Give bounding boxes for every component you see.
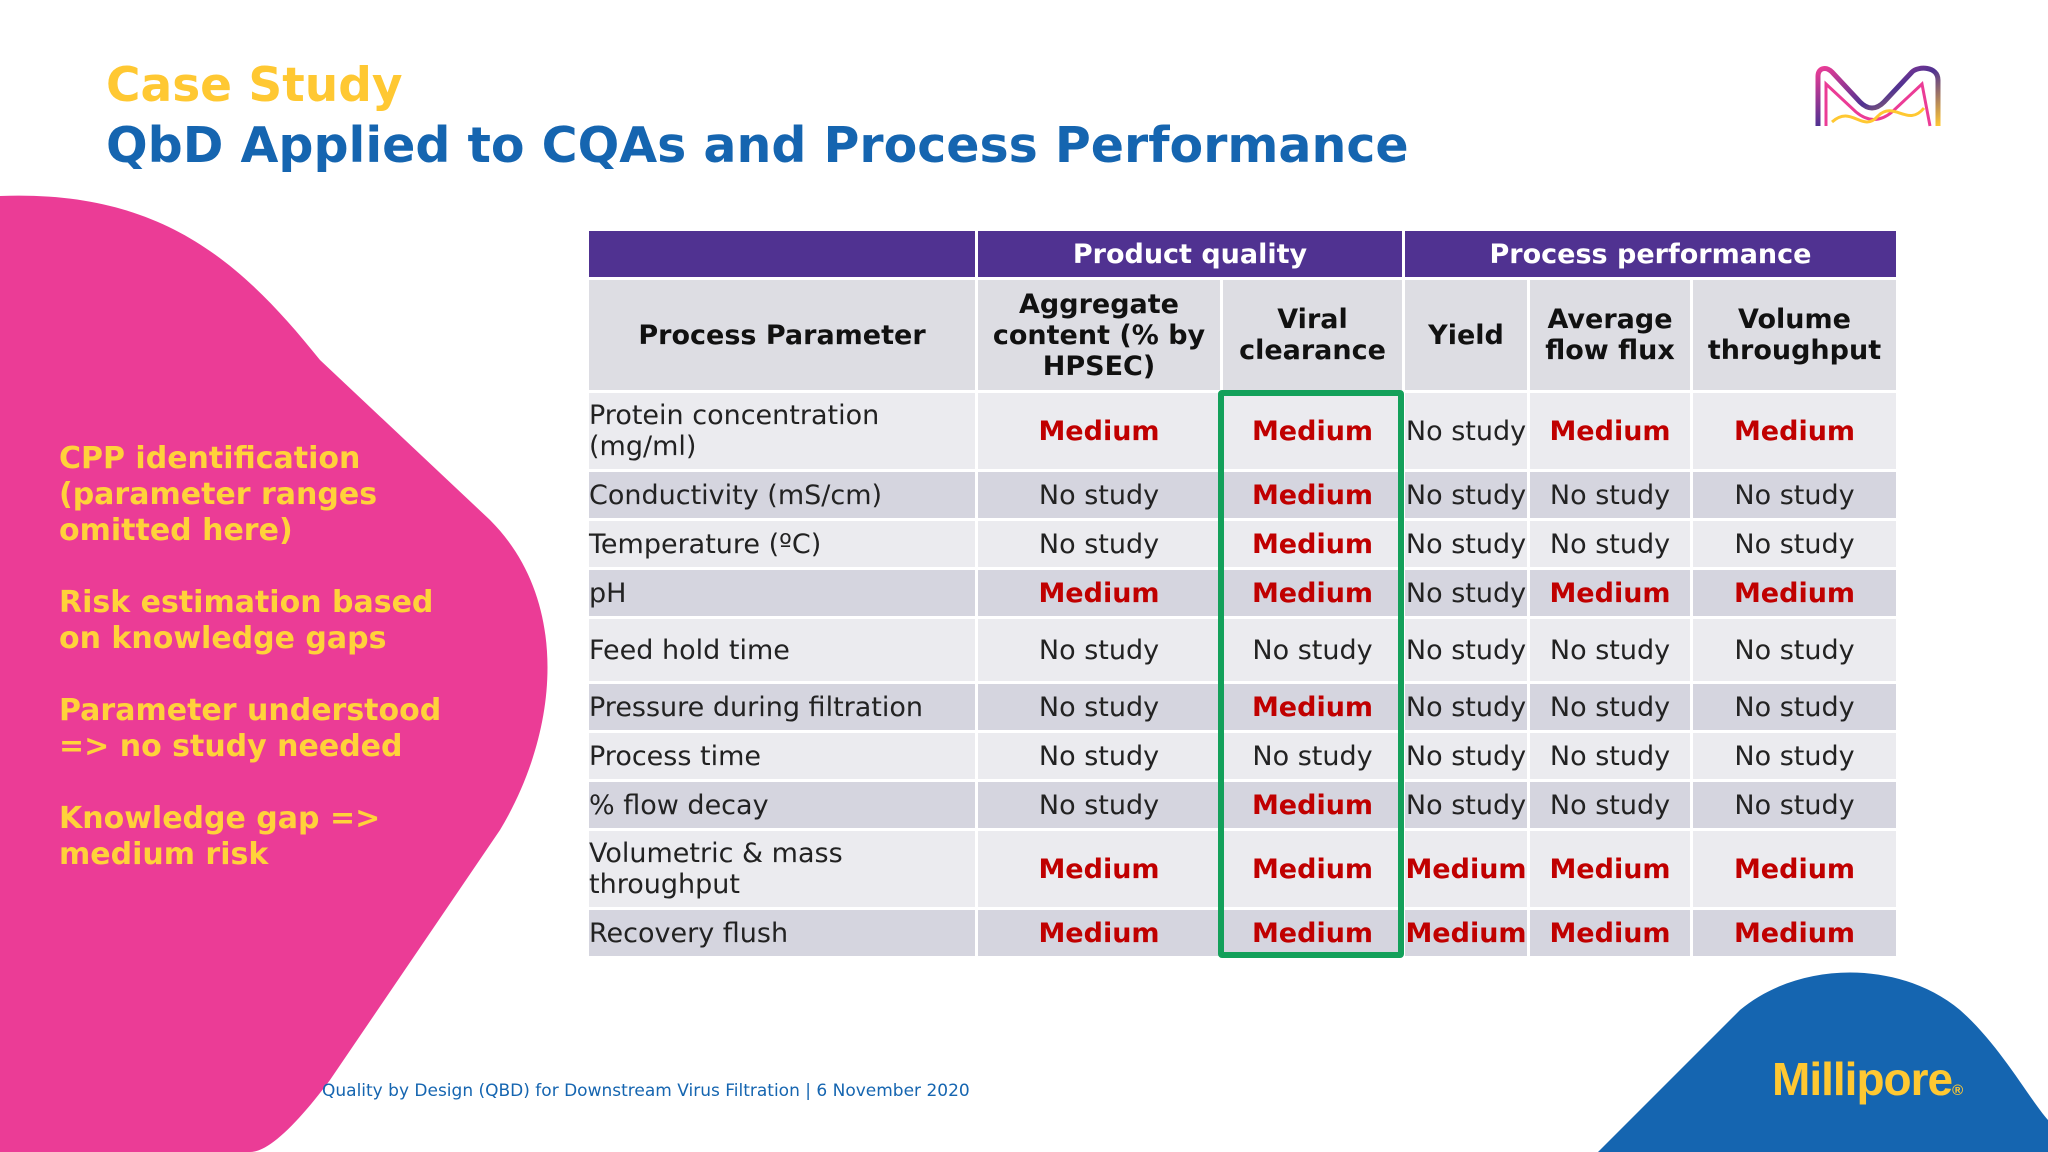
- flux-risk-cell: Medium: [1530, 831, 1690, 907]
- yield-risk-cell: Medium: [1405, 831, 1527, 907]
- viral-risk-cell: No study: [1223, 619, 1402, 681]
- table-row: Volumetric & mass throughput Medium Medium…: [589, 831, 1896, 907]
- viral-risk-cell: Medium: [1223, 521, 1402, 567]
- group-header-row: Product quality Process performance: [589, 231, 1896, 277]
- yield-risk-cell: No study: [1405, 521, 1527, 567]
- table-row: Process time No study No study No study No s…: [589, 733, 1896, 779]
- volume-risk-cell: No study: [1693, 472, 1896, 518]
- yield-risk-cell: No study: [1405, 733, 1527, 779]
- volume-risk-cell: No study: [1693, 521, 1896, 567]
- viral-risk-cell: Medium: [1223, 570, 1402, 616]
- yield-risk-cell: No study: [1405, 782, 1527, 828]
- volume-risk-cell: No study: [1693, 684, 1896, 730]
- process-parameter-cell: Conductivity (mS/cm): [589, 472, 975, 518]
- process-parameter-cell: Feed hold time: [589, 619, 975, 681]
- process-parameter-cell: Volumetric & mass throughput: [589, 831, 975, 907]
- table-row: % flow decay No study Medium No study No stu…: [589, 782, 1896, 828]
- yield-risk-cell: No study: [1405, 472, 1527, 518]
- aggregate-risk-cell: Medium: [978, 570, 1220, 616]
- flux-risk-cell: No study: [1530, 619, 1690, 681]
- viral-risk-cell: Medium: [1223, 393, 1402, 469]
- case-study-title: Case Study: [106, 58, 403, 113]
- yield-risk-cell: No study: [1405, 393, 1527, 469]
- viral-risk-cell: Medium: [1223, 831, 1402, 907]
- flux-risk-cell: Medium: [1530, 570, 1690, 616]
- yield-risk-cell: No study: [1405, 570, 1527, 616]
- aggregate-risk-cell: No study: [978, 733, 1220, 779]
- brand-registered-mark: ®: [1952, 1082, 1964, 1099]
- flux-risk-cell: No study: [1530, 521, 1690, 567]
- flux-risk-cell: No study: [1530, 733, 1690, 779]
- yield-risk-cell: Medium: [1405, 910, 1527, 956]
- risk-matrix-body: Protein concentration (mg/ml) Medium Mediu…: [589, 393, 1896, 956]
- volume-risk-cell: Medium: [1693, 831, 1896, 907]
- table-row: Protein concentration (mg/ml) Medium Mediu…: [589, 393, 1896, 469]
- yield-risk-cell: No study: [1405, 684, 1527, 730]
- table-row: Conductivity (mS/cm) No study Medium No stu…: [589, 472, 1896, 518]
- col-header-average-flow-flux: Average flow flux: [1530, 280, 1690, 390]
- millipore-logo: Millipore®: [1772, 1052, 1963, 1106]
- viral-risk-cell: Medium: [1223, 684, 1402, 730]
- process-parameter-cell: Pressure during filtration: [589, 684, 975, 730]
- aggregate-risk-cell: No study: [978, 684, 1220, 730]
- process-parameter-cell: % flow decay: [589, 782, 975, 828]
- aggregate-risk-cell: No study: [978, 782, 1220, 828]
- flux-risk-cell: No study: [1530, 472, 1690, 518]
- group-header-process-performance: Process performance: [1405, 231, 1896, 277]
- col-header-volume-throughput: Volume throughput: [1693, 280, 1896, 390]
- group-header-blank: [589, 231, 975, 277]
- flux-risk-cell: Medium: [1530, 910, 1690, 956]
- footer-text: Quality by Design (QBD) for Downstream V…: [322, 1081, 970, 1101]
- volume-risk-cell: Medium: [1693, 910, 1896, 956]
- process-parameter-cell: Temperature (ºC): [589, 521, 975, 567]
- table-row: pH Medium Medium No study Medium Medium: [589, 570, 1896, 616]
- volume-risk-cell: No study: [1693, 733, 1896, 779]
- flux-risk-cell: Medium: [1530, 393, 1690, 469]
- table-row: Feed hold time No study No study No study No…: [589, 619, 1896, 681]
- volume-risk-cell: No study: [1693, 619, 1896, 681]
- note-knowledge-gap: Knowledge gap => medium risk: [59, 801, 381, 872]
- viral-risk-cell: No study: [1223, 733, 1402, 779]
- column-header-row: Process Parameter Aggregate content (% b…: [589, 280, 1896, 390]
- viral-risk-cell: Medium: [1223, 472, 1402, 518]
- merck-logo-icon: [1815, 65, 1941, 127]
- process-parameter-cell: Recovery flush: [589, 910, 975, 956]
- col-header-process-parameter: Process Parameter: [589, 280, 975, 390]
- volume-risk-cell: Medium: [1693, 393, 1896, 469]
- table-row: Temperature (ºC) No study Medium No study No…: [589, 521, 1896, 567]
- note-cpp-identification: CPP identification (parameter ranges omi…: [59, 441, 378, 548]
- aggregate-risk-cell: Medium: [978, 393, 1220, 469]
- process-parameter-cell: Protein concentration (mg/ml): [589, 393, 975, 469]
- process-parameter-cell: pH: [589, 570, 975, 616]
- volume-risk-cell: Medium: [1693, 570, 1896, 616]
- col-header-aggregate-content: Aggregate content (% by HPSEC): [978, 280, 1220, 390]
- risk-matrix-table: Product quality Process performance Proc…: [586, 228, 1899, 959]
- col-header-yield: Yield: [1405, 280, 1527, 390]
- table-row: Pressure during filtration No study Medium…: [589, 684, 1896, 730]
- side-notes: CPP identification (parameter ranges omi…: [59, 441, 459, 909]
- aggregate-risk-cell: Medium: [978, 831, 1220, 907]
- flux-risk-cell: No study: [1530, 782, 1690, 828]
- aggregate-risk-cell: No study: [978, 521, 1220, 567]
- yield-risk-cell: No study: [1405, 619, 1527, 681]
- flux-risk-cell: No study: [1530, 684, 1690, 730]
- group-header-product-quality: Product quality: [978, 231, 1402, 277]
- process-parameter-cell: Process time: [589, 733, 975, 779]
- viral-risk-cell: Medium: [1223, 782, 1402, 828]
- volume-risk-cell: No study: [1693, 782, 1896, 828]
- note-risk-estimation: Risk estimation based on knowledge gaps: [59, 585, 434, 656]
- slide-title: QbD Applied to CQAs and Process Performa…: [106, 117, 1409, 174]
- col-header-viral-clearance: Viral clearance: [1223, 280, 1402, 390]
- aggregate-risk-cell: No study: [978, 619, 1220, 681]
- brand-name: Millipore: [1772, 1053, 1953, 1105]
- viral-risk-cell: Medium: [1223, 910, 1402, 956]
- table-row: Recovery flush Medium Medium Medium Medium Me…: [589, 910, 1896, 956]
- note-parameter-understood: Parameter understood => no study needed: [59, 693, 442, 764]
- aggregate-risk-cell: Medium: [978, 910, 1220, 956]
- aggregate-risk-cell: No study: [978, 472, 1220, 518]
